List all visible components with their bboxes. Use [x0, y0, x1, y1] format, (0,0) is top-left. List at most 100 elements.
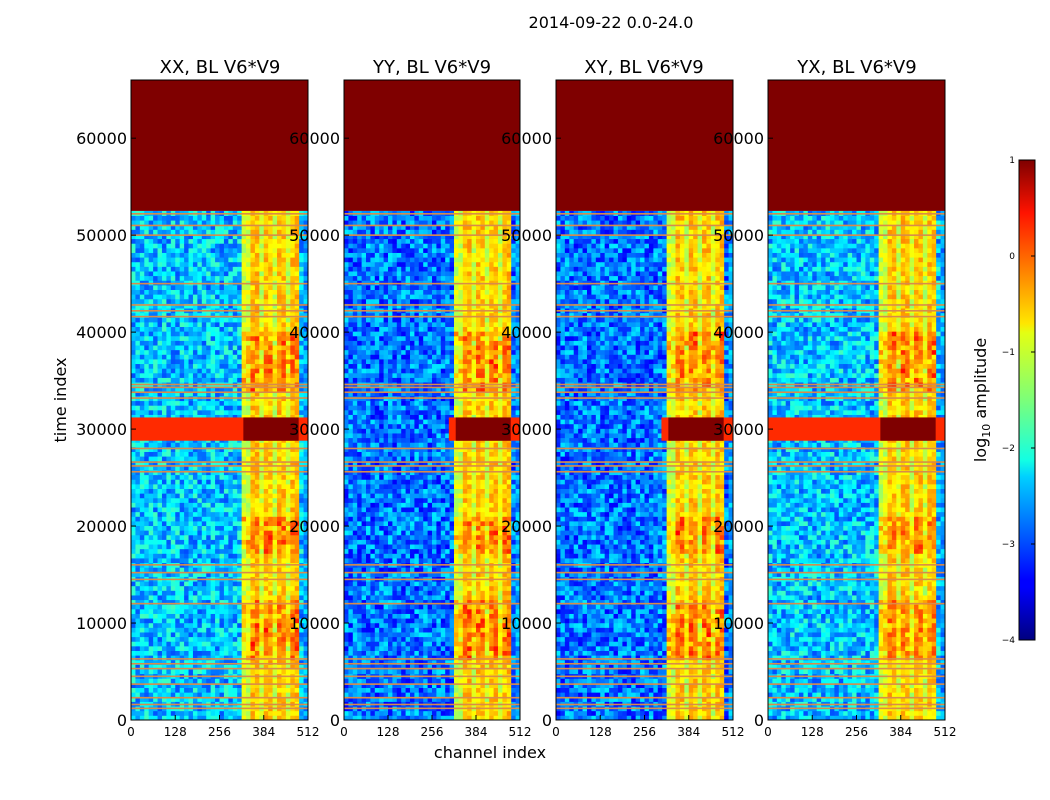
heatmap-cell — [286, 378, 291, 383]
heatmap-cell — [144, 549, 149, 554]
heatmap-cell — [220, 331, 225, 336]
heatmap-cell — [193, 220, 198, 225]
heatmap-cell — [233, 331, 238, 336]
heatmap-cell — [206, 530, 211, 535]
heatmap-cell — [268, 359, 273, 364]
heatmap-cell — [286, 216, 291, 221]
heatmap-cell — [286, 364, 291, 369]
heatmap-cell — [255, 452, 260, 457]
heatmap-cell — [450, 669, 455, 674]
heatmap-cell — [171, 475, 176, 480]
heatmap-cell — [273, 609, 278, 614]
heatmap-cell — [295, 590, 300, 595]
heatmap-cell — [206, 586, 211, 591]
heatmap-cell — [255, 544, 260, 549]
heatmap-cell — [166, 336, 171, 341]
heatmap-cell — [215, 475, 220, 480]
heatmap-cell — [502, 688, 507, 693]
heatmap-cell — [264, 581, 269, 586]
heatmap-cell — [153, 558, 158, 563]
heatmap-cell — [197, 359, 202, 364]
heatmap-cell — [246, 359, 251, 364]
heatmap-cell — [144, 248, 149, 253]
heatmap-cell — [175, 512, 180, 517]
heatmap-cell — [220, 558, 225, 563]
heatmap-cell — [242, 502, 247, 507]
heatmap-cell — [476, 669, 481, 674]
heatmap-cell — [237, 604, 242, 609]
heatmap-cell — [211, 669, 216, 674]
heatmap-cell — [211, 294, 216, 299]
heatmap-cell — [242, 623, 247, 628]
heatmap-cell — [414, 711, 419, 716]
heatmap-cell — [184, 618, 189, 623]
heatmap-cell — [193, 327, 198, 332]
heatmap-cell — [153, 711, 158, 716]
heatmap-cell — [149, 558, 154, 563]
heatmap-cell — [224, 373, 229, 378]
heatmap-cell — [162, 507, 167, 512]
heatmap-cell — [131, 623, 136, 628]
heatmap-cell — [220, 623, 225, 628]
heatmap-cell — [171, 294, 176, 299]
heatmap-cell — [166, 507, 171, 512]
heatmap-cell — [144, 540, 149, 545]
heatmap-cell — [171, 341, 176, 346]
heatmap-cell — [246, 646, 251, 651]
heatmap-cell — [259, 248, 264, 253]
heatmap-cell — [286, 290, 291, 295]
heatmap-cell — [131, 405, 136, 410]
heatmap-cell — [184, 276, 189, 281]
heatmap-cell — [384, 688, 389, 693]
heatmap-cell — [135, 317, 140, 322]
heatmap-cell — [281, 359, 286, 364]
heatmap-cell — [189, 253, 194, 258]
heatmap-cell — [224, 452, 229, 457]
heatmap-cell — [273, 262, 278, 267]
heatmap-cell — [264, 350, 269, 355]
heatmap-cell — [233, 470, 238, 475]
heatmap-cell — [220, 618, 225, 623]
heatmap-cell — [259, 239, 264, 244]
heatmap-cell — [171, 567, 176, 572]
heatmap-cell — [135, 336, 140, 341]
heatmap-cell — [224, 646, 229, 651]
heatmap-cell — [423, 711, 428, 716]
heatmap-cell — [175, 567, 180, 572]
heatmap-cell — [220, 516, 225, 521]
heatmap-cell — [281, 290, 286, 295]
heatmap-cell — [202, 378, 207, 383]
heatmap-cell — [250, 623, 255, 628]
heatmap-cell — [277, 498, 282, 503]
heatmap-cell — [135, 558, 140, 563]
heatmap-cell — [259, 354, 264, 359]
heatmap-cell — [224, 651, 229, 656]
heatmap-cell — [246, 558, 251, 563]
heatmap-cell — [264, 299, 269, 304]
heatmap-cell — [281, 646, 286, 651]
heatmap-cell — [237, 540, 242, 545]
heatmap-cell — [259, 692, 264, 697]
heatmap-cell — [255, 442, 260, 447]
heatmap-cell — [295, 641, 300, 646]
heatmap-cell — [144, 623, 149, 628]
heatmap-cell — [228, 345, 233, 350]
heatmap-cell — [171, 276, 176, 281]
heatmap-cell — [153, 692, 158, 697]
heatmap-cell — [135, 364, 140, 369]
heatmap-cell — [224, 378, 229, 383]
heatmap-cell — [250, 294, 255, 299]
heatmap-cell — [401, 692, 406, 697]
heatmap-cell — [220, 290, 225, 295]
heatmap-cell — [281, 401, 286, 406]
heatmap-cell — [259, 470, 264, 475]
heatmap-cell — [467, 678, 472, 683]
heatmap-cell — [140, 248, 145, 253]
heatmap-cell — [189, 604, 194, 609]
heatmap-cell — [153, 442, 158, 447]
heatmap-cell — [277, 401, 282, 406]
heatmap-cell — [171, 479, 176, 484]
heatmap-cell — [242, 618, 247, 623]
heatmap-cell — [189, 271, 194, 276]
heatmap-cell — [153, 354, 158, 359]
